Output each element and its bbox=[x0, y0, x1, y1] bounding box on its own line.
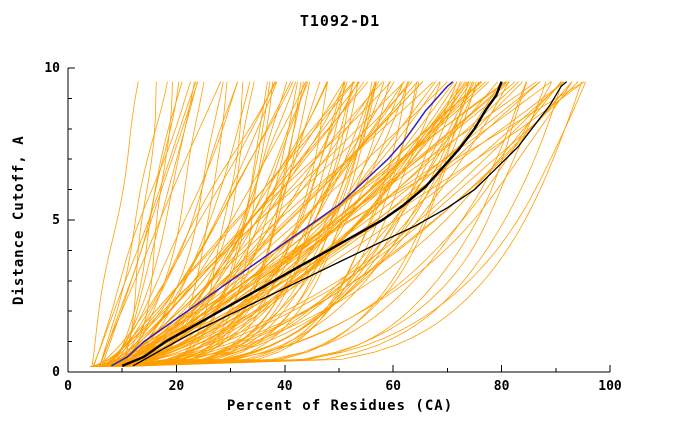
svg-text:10: 10 bbox=[44, 61, 60, 76]
svg-text:5: 5 bbox=[52, 213, 60, 228]
svg-text:80: 80 bbox=[494, 379, 510, 394]
svg-text:40: 40 bbox=[277, 379, 293, 394]
chart-title: T1092-D1 bbox=[299, 12, 381, 30]
svg-text:0: 0 bbox=[52, 365, 60, 380]
svg-text:0: 0 bbox=[64, 379, 72, 394]
svg-text:60: 60 bbox=[385, 379, 401, 394]
svg-text:20: 20 bbox=[169, 379, 185, 394]
svg-text:100: 100 bbox=[598, 379, 622, 394]
x-axis-label: Percent of Residues (CA) bbox=[226, 398, 454, 414]
